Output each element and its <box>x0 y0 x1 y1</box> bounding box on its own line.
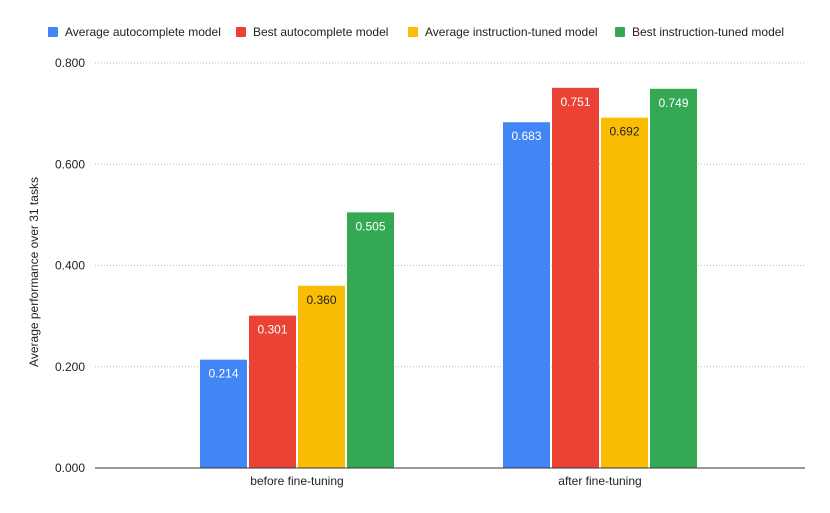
bar-best-autocomplete-model-after-fine-tuning <box>552 87 599 469</box>
y-tick-label: 0.200 <box>55 360 85 374</box>
legend-label-average-autocomplete-model: Average autocomplete model <box>65 25 221 39</box>
x-axis: before fine-tuning after fine-tuning <box>95 467 805 488</box>
bar-average-autocomplete-model-after-fine-tuning <box>503 122 550 468</box>
y-tick-label: 0.000 <box>55 461 85 475</box>
bar-average-instruction-tuned-model-before-fine-tuning <box>298 285 345 468</box>
y-axis-ticks: 0.000 0.200 0.400 0.600 0.800 <box>55 56 85 475</box>
bar-best-autocomplete-model-before-fine-tuning <box>249 315 296 468</box>
bar-best-instruction-tuned-model-after-fine-tuning <box>650 88 697 468</box>
bar-average-autocomplete-model-before-fine-tuning <box>200 359 247 468</box>
x-category-label: after fine-tuning <box>558 474 641 488</box>
legend-label-average-instruction-tuned-model: Average instruction-tuned model <box>425 25 598 39</box>
legend-label-best-instruction-tuned-model: Best instruction-tuned model <box>632 25 784 39</box>
data-label: 0.749 <box>658 96 688 110</box>
y-tick-label: 0.600 <box>55 157 85 171</box>
legend-swatch-best-autocomplete-model <box>236 27 246 37</box>
data-label: 0.683 <box>511 129 541 143</box>
data-label: 0.692 <box>609 125 639 139</box>
data-label: 0.214 <box>208 367 238 381</box>
grid-lines <box>95 62 805 368</box>
y-axis-title: Average performance over 31 tasks <box>27 177 41 367</box>
legend-swatch-best-instruction-tuned-model <box>615 27 625 37</box>
data-label: 0.505 <box>355 219 385 233</box>
legend-swatch-average-instruction-tuned-model <box>408 27 418 37</box>
bar-average-instruction-tuned-model-after-fine-tuning <box>601 117 648 469</box>
data-label: 0.360 <box>306 293 336 307</box>
y-tick-label: 0.800 <box>55 56 85 70</box>
chart-legend: Average autocomplete model Best autocompl… <box>48 25 784 39</box>
x-category-label: before fine-tuning <box>250 474 343 488</box>
bars: 0.214 0.301 0.360 0.505 0.683 0.751 0.692 0.749 <box>200 87 697 469</box>
y-tick-label: 0.400 <box>55 259 85 273</box>
legend-label-best-autocomplete-model: Best autocomplete model <box>253 25 388 39</box>
legend-swatch-average-autocomplete-model <box>48 27 58 37</box>
data-label: 0.301 <box>257 323 287 337</box>
data-label: 0.751 <box>560 95 590 109</box>
bar-best-instruction-tuned-model-before-fine-tuning <box>347 212 394 468</box>
